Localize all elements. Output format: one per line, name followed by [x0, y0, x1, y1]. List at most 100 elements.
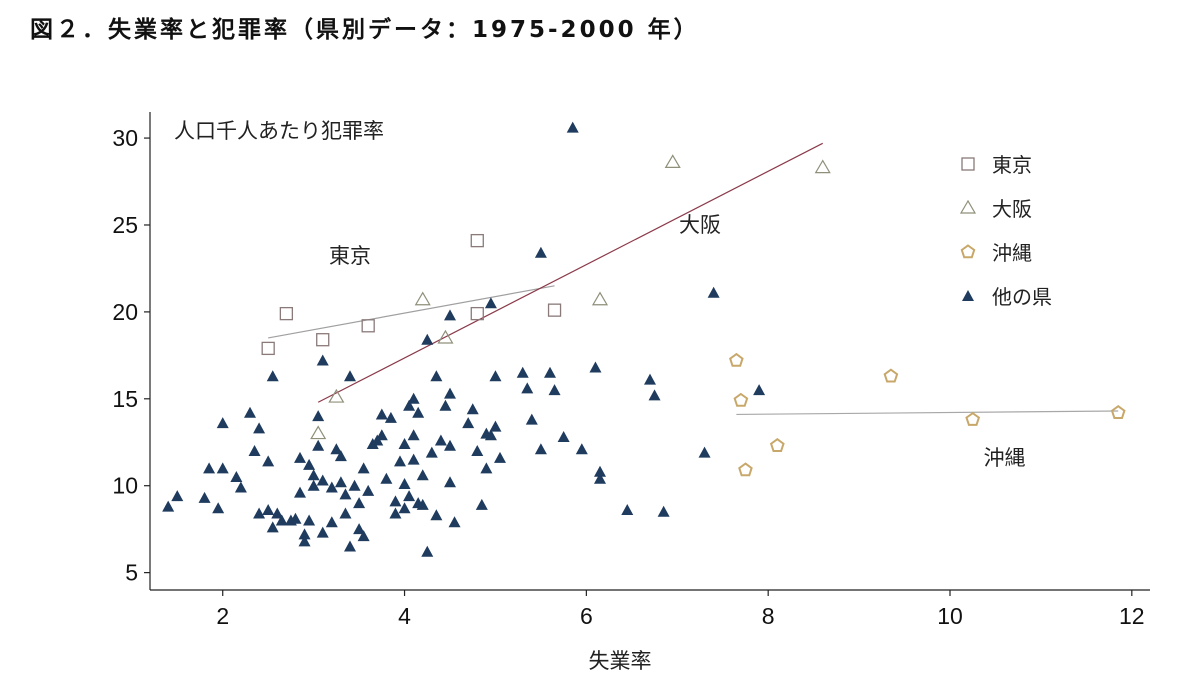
data-point-他の県: [316, 474, 329, 486]
data-point-他の県: [375, 429, 388, 441]
x-tick-label: 10: [937, 603, 963, 629]
data-point-他の県: [416, 498, 429, 510]
data-point-沖縄: [733, 392, 749, 407]
data-point-他の県: [266, 521, 279, 533]
legend-marker-大阪: [959, 199, 977, 214]
data-point-他の県: [316, 526, 329, 538]
data-point-他の県: [707, 286, 720, 298]
data-point-他の県: [289, 512, 302, 524]
data-point-沖縄: [738, 462, 753, 477]
data-points: [162, 121, 1126, 557]
data-point-大阪: [310, 425, 327, 440]
data-point-他の県: [262, 455, 275, 467]
data-point-他の県: [344, 370, 356, 382]
data-point-他の県: [325, 516, 338, 528]
y-tick-label: 20: [112, 299, 138, 325]
data-point-東京: [261, 341, 275, 356]
data-point-他の県: [471, 444, 484, 456]
data-point-他の県: [357, 462, 370, 474]
data-point-他の県: [430, 509, 443, 521]
data-point-大阪: [591, 291, 609, 306]
data-point-他の県: [448, 516, 461, 528]
data-point-沖縄: [1110, 404, 1126, 419]
data-point-他の県: [253, 422, 266, 434]
data-point-他の県: [298, 528, 311, 540]
data-point-他の県: [344, 540, 356, 552]
data-point-他の県: [353, 523, 366, 535]
y-tick-label: 5: [125, 560, 138, 586]
data-point-他の県: [589, 361, 602, 373]
data-point-他の県: [248, 444, 261, 456]
data-point-他の県: [334, 450, 347, 462]
data-point-他の県: [398, 502, 411, 514]
data-point-他の県: [325, 481, 338, 493]
data-point-他の県: [648, 389, 661, 401]
x-tick-label: 8: [762, 603, 775, 629]
data-point-他の県: [307, 469, 320, 481]
data-point-他の県: [271, 507, 284, 519]
annotation-東京: 東京: [329, 244, 371, 268]
data-point-他の県: [398, 477, 411, 489]
data-point-他の県: [444, 309, 456, 321]
data-point-他の県: [412, 406, 425, 418]
x-axis-label: 失業率: [589, 649, 652, 673]
data-point-他の県: [544, 366, 556, 378]
data-point-他の県: [484, 429, 497, 441]
data-point-他の県: [294, 486, 306, 498]
data-point-他の県: [348, 479, 361, 491]
data-point-他の県: [216, 417, 229, 429]
data-point-沖縄: [729, 352, 744, 367]
data-point-他の県: [353, 497, 366, 509]
data-point-他の県: [362, 484, 375, 496]
data-point-他の県: [516, 366, 529, 378]
data-point-東京: [470, 306, 484, 321]
figure-title: 図２．失業率と犯罪率（県別データ：1975-2000 年）: [30, 17, 700, 43]
data-point-東京: [316, 333, 330, 347]
data-point-他の県: [312, 410, 325, 422]
legend-marker-他の県: [962, 290, 974, 301]
data-point-他の県: [594, 465, 606, 477]
trend-line-沖縄: [736, 410, 1119, 416]
data-point-他の県: [334, 476, 347, 488]
data-point-他の県: [216, 462, 229, 474]
data-point-他の県: [698, 446, 711, 458]
trend-line-東京: [268, 285, 555, 339]
data-point-他の県: [375, 408, 388, 420]
y-tick-label: 15: [112, 386, 138, 412]
data-point-他の県: [171, 490, 184, 502]
data-point-大阪: [437, 329, 454, 344]
data-point-他の県: [316, 354, 329, 366]
data-point-他の県: [394, 455, 406, 467]
data-point-他の県: [339, 507, 352, 519]
data-point-他の県: [557, 431, 570, 443]
data-point-大阪: [664, 154, 681, 169]
data-point-他の県: [244, 406, 256, 418]
data-point-他の県: [262, 504, 275, 516]
data-point-他の県: [489, 420, 502, 432]
data-point-他の県: [566, 121, 579, 133]
data-point-他の県: [198, 491, 211, 503]
annotation-大阪: 大阪: [679, 213, 721, 237]
x-tick-label: 4: [398, 603, 411, 629]
data-point-他の県: [303, 458, 316, 470]
data-point-東京: [547, 303, 562, 317]
y-axis-label: 人口千人あたり犯罪率: [174, 119, 384, 143]
data-point-他の県: [439, 399, 452, 411]
legend-marker-東京: [961, 157, 975, 171]
y-tick-label: 25: [112, 212, 138, 238]
axes: 2 4 6 8 10 12 5 10 15 20 25 30 失業率 人口千人あたり犯罪率: [112, 112, 1150, 673]
data-point-他の県: [521, 382, 534, 394]
data-point-他の県: [212, 502, 225, 514]
x-tick-label: 12: [1119, 603, 1145, 629]
data-point-他の県: [621, 504, 634, 516]
data-point-他の県: [403, 399, 416, 411]
data-point-東京: [361, 319, 375, 333]
data-point-他の県: [425, 446, 438, 458]
data-point-他の県: [253, 507, 266, 519]
data-point-他の県: [462, 417, 475, 429]
data-point-他の県: [444, 439, 456, 451]
data-point-他の県: [230, 471, 243, 483]
data-point-他の県: [657, 505, 670, 517]
data-point-他の県: [357, 530, 370, 542]
